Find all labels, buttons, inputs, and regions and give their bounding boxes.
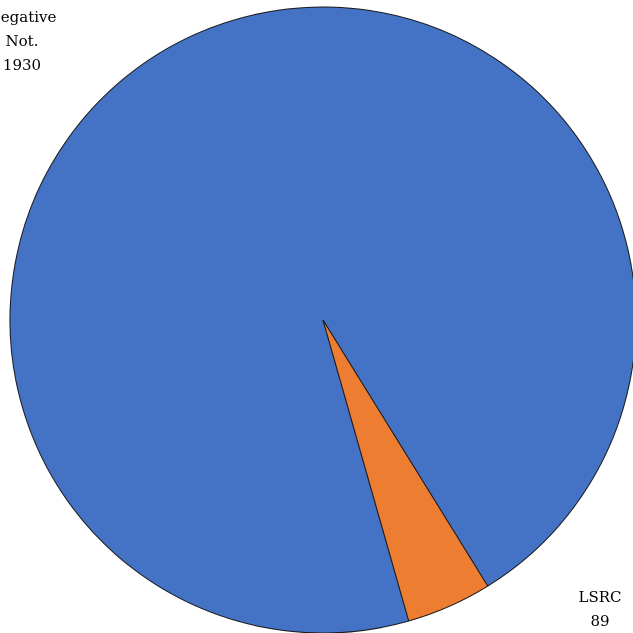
data-label-line: 1930 xyxy=(3,56,41,74)
data-label-lsrc: LSRC 89 xyxy=(578,588,621,630)
data-label-negative-not: Negative Not. 1930 xyxy=(0,8,56,74)
data-label-line: Negative xyxy=(0,8,56,26)
data-label-line: LSRC xyxy=(578,588,621,606)
pie-slices xyxy=(10,7,633,633)
data-label-line: Not. xyxy=(6,32,39,50)
pie-slice-negative-not xyxy=(10,7,633,633)
data-label-line: 89 xyxy=(590,612,609,630)
